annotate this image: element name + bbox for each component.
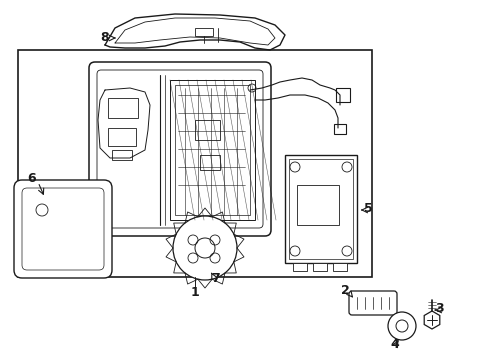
Bar (195, 120, 220, 140)
Text: 6: 6 (28, 171, 36, 185)
Bar (336, 88, 350, 102)
Text: 1: 1 (191, 287, 199, 300)
Bar (289, 159, 353, 259)
FancyBboxPatch shape (14, 180, 112, 278)
Text: 2: 2 (341, 284, 349, 297)
Circle shape (173, 216, 237, 280)
Bar (334, 124, 346, 134)
Circle shape (388, 312, 416, 340)
Bar (170, 80, 255, 220)
Bar (195, 28, 213, 36)
Polygon shape (424, 311, 440, 329)
Text: 4: 4 (391, 338, 399, 351)
Bar (333, 263, 347, 271)
Bar (18, 50, 372, 277)
Bar (285, 155, 357, 263)
Text: 5: 5 (364, 202, 372, 215)
Bar (112, 150, 132, 160)
Bar (313, 263, 327, 271)
Text: 7: 7 (211, 271, 220, 284)
Bar (108, 98, 138, 118)
Bar (108, 128, 136, 146)
Text: 3: 3 (436, 302, 444, 315)
Bar (175, 85, 250, 215)
Bar (297, 185, 339, 225)
Text: 8: 8 (100, 31, 109, 44)
Bar (293, 263, 307, 271)
FancyBboxPatch shape (349, 291, 397, 315)
Bar (200, 155, 220, 170)
